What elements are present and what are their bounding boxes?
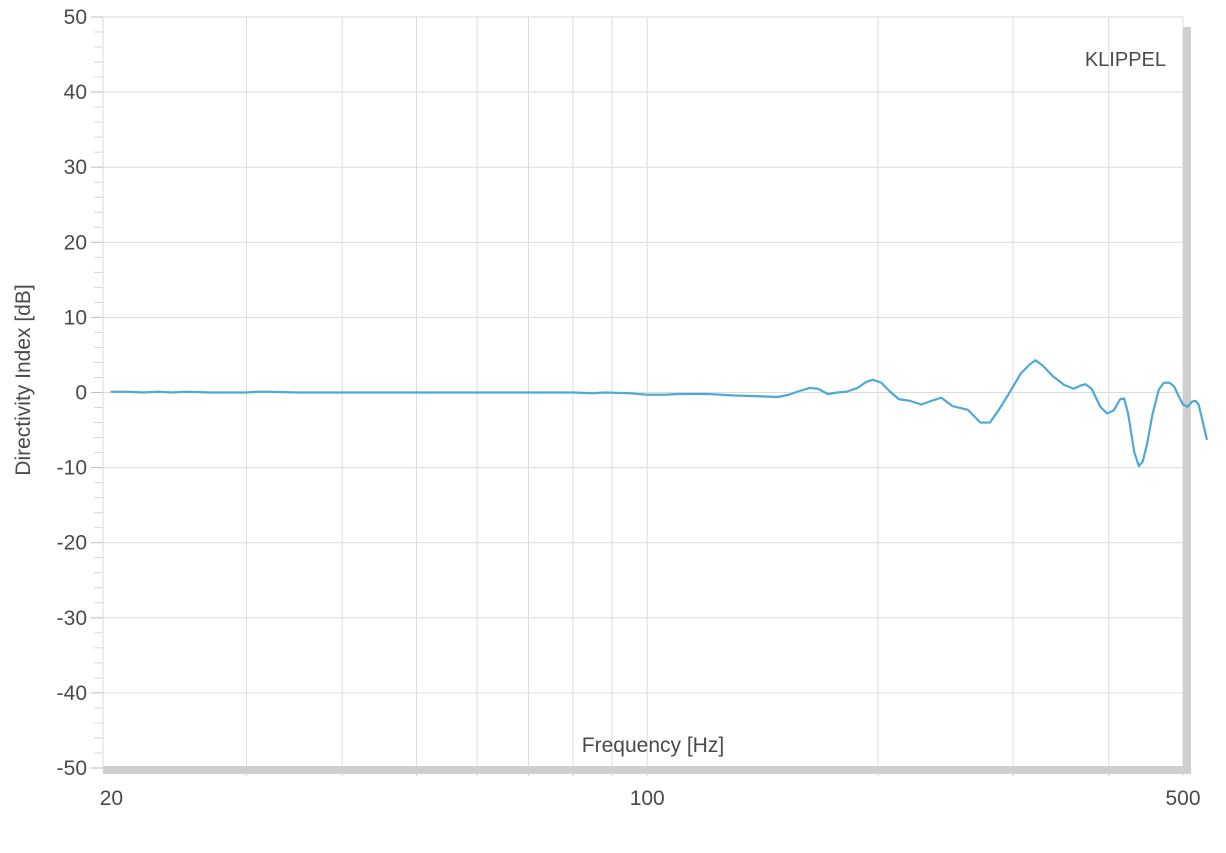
y-tick-labels: 50 40 30 20 10 0 -10 -20 -30 -40 -50: [57, 6, 87, 780]
y-tick-label: 40: [64, 81, 87, 104]
x-tick-label: 500: [1165, 787, 1200, 810]
plot-frame: [102, 16, 1191, 774]
watermark-label: KLIPPEL: [1085, 49, 1166, 71]
y-tick-label: -30: [57, 607, 87, 630]
y-tick-label: 30: [64, 156, 87, 179]
x-axis-label: Frequency [Hz]: [582, 734, 724, 757]
x-tick-label: 20: [100, 787, 123, 810]
series-group: [110, 359, 1208, 468]
y-tick-label: 20: [64, 231, 87, 254]
x-tick-label: 100: [630, 787, 665, 810]
y-tick-label: -10: [57, 457, 87, 480]
frame-right: [1183, 27, 1191, 773]
series-line: [110, 359, 1208, 468]
y-axis-label: Directivity Index [dB]: [12, 284, 35, 475]
y-tick-label: 0: [75, 382, 87, 405]
y-tick-label: -20: [57, 532, 87, 555]
minor-ticks: [91, 16, 1184, 776]
frame-bottom: [103, 766, 1191, 774]
y-tick-label: -40: [57, 682, 87, 705]
x-tick-labels: 20 100 500: [100, 787, 1201, 810]
y-tick-label: 50: [64, 6, 87, 29]
y-tick-label: -50: [57, 757, 87, 780]
y-tick-label: 10: [64, 306, 87, 329]
